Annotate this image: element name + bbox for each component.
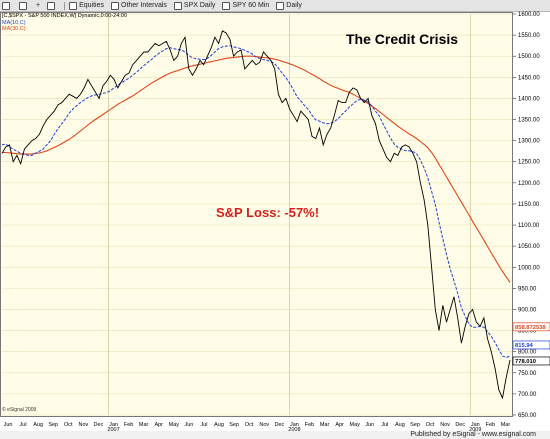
toolbar-label: Other Intervals <box>121 2 167 9</box>
window-menu-icon[interactable] <box>0 1 14 10</box>
copyright-text: © eSignal 2009 <box>2 407 37 413</box>
legend-symbol: [C,$SPX - S&P 500 INDEX,W] Dynamic,0:00-… <box>2 13 127 19</box>
add-icon[interactable]: + <box>36 2 41 9</box>
toolbar-divider <box>64 1 66 10</box>
equities-icon <box>69 1 78 10</box>
link-icon[interactable] <box>17 1 31 10</box>
toolbar-label: SPY 60 Min <box>232 2 270 9</box>
price-axis[interactable] <box>513 12 550 417</box>
toolbar-spy-60[interactable]: SPY 60 Min <box>220 1 271 10</box>
published-text: Published by eSignal - www.esignal.com <box>410 431 536 438</box>
legend-ma-fast: MA(10,C) <box>2 19 26 26</box>
intervals-icon <box>111 1 119 10</box>
chart-icon <box>276 1 285 10</box>
toolbar-label: Daily <box>286 2 302 9</box>
properties-icon[interactable] <box>45 1 59 10</box>
toolbar: + Equities Other Intervals SPX Daily SPY… <box>0 0 550 12</box>
date-axis[interactable] <box>0 417 513 432</box>
chart-icon <box>222 1 231 10</box>
toolbar-label: Equities <box>79 2 104 9</box>
chart-icon <box>173 1 182 10</box>
chart-legend: [C,$SPX - S&P 500 INDEX,W] Dynamic,0:00-… <box>2 13 127 33</box>
status-bar <box>0 431 550 439</box>
loss-annotation: S&P Loss: -57%! <box>216 205 320 220</box>
toolbar-label: SPX Daily <box>183 2 216 9</box>
toolbar-other-intervals[interactable]: Other Intervals <box>109 1 169 10</box>
legend-ma-slow: MA(30,C) <box>2 26 26 32</box>
toolbar-daily[interactable]: Daily <box>274 1 304 10</box>
chart-title: The Credit Crisis <box>346 31 459 47</box>
toolbar-spx-daily[interactable]: SPX Daily <box>172 1 218 10</box>
toolbar-equities[interactable]: Equities <box>67 1 106 10</box>
